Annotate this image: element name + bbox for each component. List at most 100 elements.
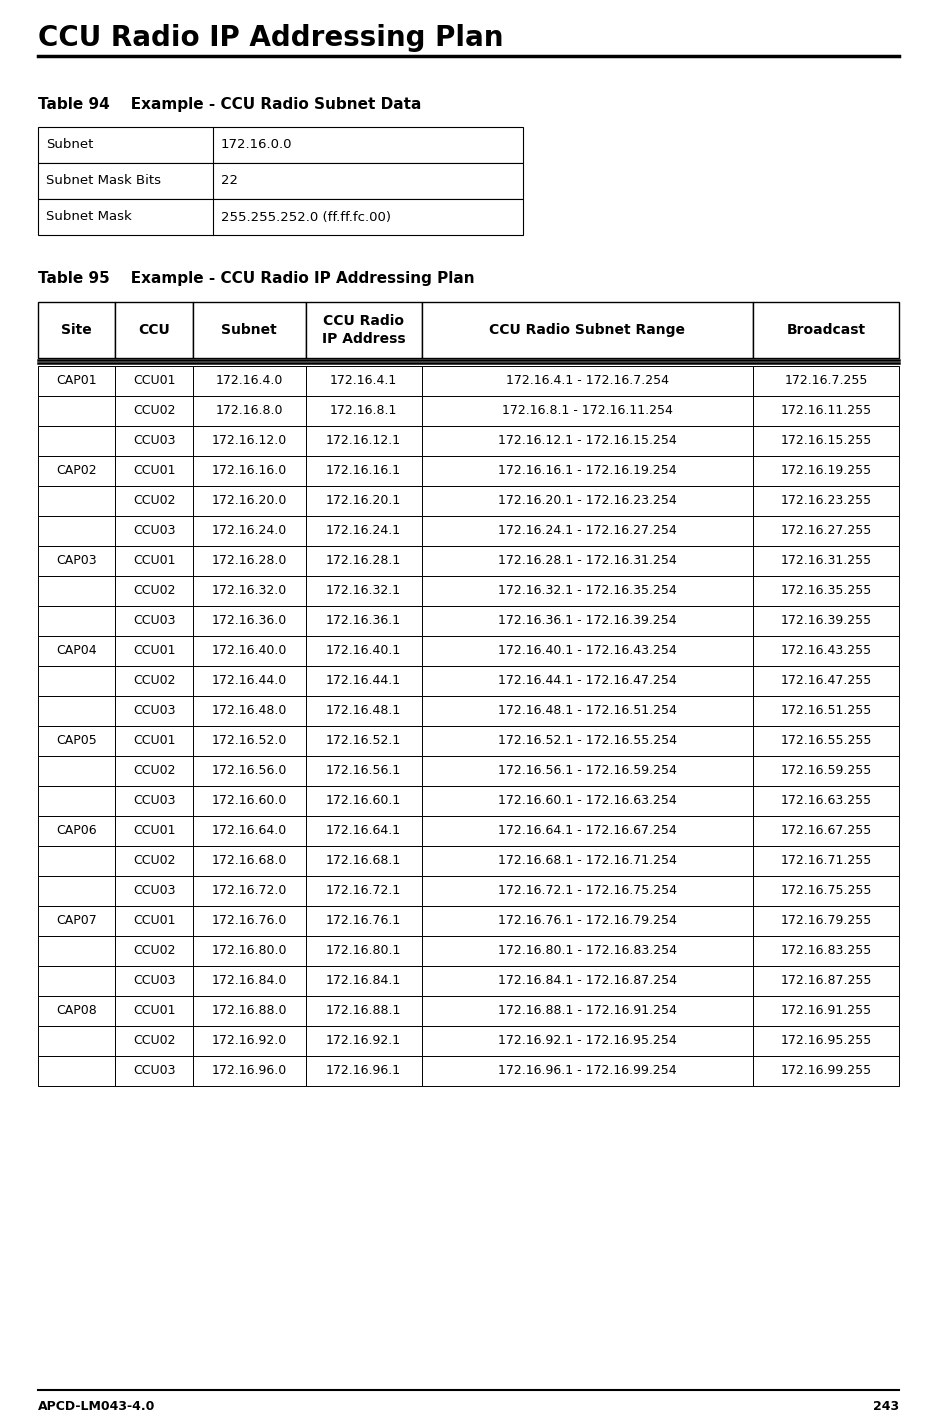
- Bar: [193, 606, 305, 636]
- Text: 172.16.64.1: 172.16.64.1: [326, 825, 401, 838]
- Text: IP Address: IP Address: [322, 332, 405, 346]
- Bar: [38, 426, 115, 456]
- Text: CAP06: CAP06: [56, 825, 97, 838]
- Text: Subnet: Subnet: [46, 139, 94, 152]
- Text: CCU01: CCU01: [133, 554, 175, 568]
- Text: CCU03: CCU03: [133, 795, 175, 808]
- Text: 172.16.92.0: 172.16.92.0: [212, 1035, 286, 1048]
- Text: 172.16.63.255: 172.16.63.255: [780, 795, 870, 808]
- Text: CCU01: CCU01: [133, 1004, 175, 1018]
- Bar: [305, 366, 421, 396]
- Text: 172.16.56.1: 172.16.56.1: [326, 764, 401, 778]
- Bar: [421, 426, 752, 456]
- Bar: [305, 1027, 421, 1056]
- Text: Table 94    Example - CCU Radio Subnet Data: Table 94 Example - CCU Radio Subnet Data: [38, 98, 421, 112]
- Bar: [38, 876, 115, 906]
- Bar: [421, 816, 752, 846]
- Bar: [421, 636, 752, 666]
- Text: 172.16.44.1 - 172.16.47.254: 172.16.44.1 - 172.16.47.254: [497, 674, 676, 687]
- Text: 172.16.36.0: 172.16.36.0: [212, 615, 286, 628]
- Text: CCU03: CCU03: [133, 885, 175, 897]
- Bar: [38, 816, 115, 846]
- Text: 172.16.35.255: 172.16.35.255: [780, 585, 870, 598]
- Text: 172.16.11.255: 172.16.11.255: [780, 405, 870, 417]
- Bar: [38, 606, 115, 636]
- Bar: [421, 876, 752, 906]
- Text: 172.16.32.0: 172.16.32.0: [212, 585, 286, 598]
- Bar: [38, 755, 115, 787]
- Text: 172.16.27.255: 172.16.27.255: [780, 524, 870, 538]
- Bar: [115, 787, 193, 816]
- Text: CAP07: CAP07: [56, 914, 97, 927]
- Text: 172.16.75.255: 172.16.75.255: [780, 885, 870, 897]
- Bar: [115, 816, 193, 846]
- Text: Broadcast: Broadcast: [785, 322, 865, 337]
- Bar: [305, 726, 421, 755]
- Text: 172.16.80.1: 172.16.80.1: [326, 944, 401, 957]
- Bar: [115, 666, 193, 696]
- Bar: [115, 366, 193, 396]
- Text: CCU03: CCU03: [133, 1065, 175, 1078]
- Text: 172.16.36.1: 172.16.36.1: [326, 615, 401, 628]
- Text: CAP01: CAP01: [56, 375, 97, 388]
- Text: 172.16.12.1 - 172.16.15.254: 172.16.12.1 - 172.16.15.254: [497, 435, 676, 447]
- Text: CCU Radio: CCU Radio: [323, 314, 403, 328]
- Bar: [421, 726, 752, 755]
- Text: Site: Site: [61, 322, 92, 337]
- Text: CCU01: CCU01: [133, 734, 175, 747]
- Bar: [421, 1056, 752, 1086]
- Text: 172.16.28.0: 172.16.28.0: [212, 554, 286, 568]
- Bar: [752, 577, 898, 606]
- Text: 172.16.56.1 - 172.16.59.254: 172.16.56.1 - 172.16.59.254: [497, 764, 676, 778]
- Text: 172.16.71.255: 172.16.71.255: [780, 855, 870, 868]
- Bar: [752, 726, 898, 755]
- Bar: [305, 816, 421, 846]
- Bar: [305, 936, 421, 966]
- Bar: [193, 936, 305, 966]
- Bar: [38, 966, 115, 995]
- Bar: [115, 846, 193, 876]
- Bar: [752, 302, 898, 358]
- Bar: [421, 936, 752, 966]
- Bar: [421, 787, 752, 816]
- Bar: [193, 787, 305, 816]
- Bar: [193, 696, 305, 726]
- Bar: [193, 816, 305, 846]
- Bar: [305, 876, 421, 906]
- Text: 172.16.88.1: 172.16.88.1: [326, 1004, 401, 1018]
- Text: 172.16.4.0: 172.16.4.0: [215, 375, 283, 388]
- Bar: [421, 456, 752, 486]
- Text: 172.16.48.1 - 172.16.51.254: 172.16.48.1 - 172.16.51.254: [497, 704, 676, 717]
- Text: 172.16.83.255: 172.16.83.255: [780, 944, 870, 957]
- Text: 172.16.0.0: 172.16.0.0: [221, 139, 292, 152]
- Bar: [752, 846, 898, 876]
- Text: 22: 22: [221, 175, 238, 187]
- Text: 172.16.60.0: 172.16.60.0: [212, 795, 286, 808]
- Bar: [305, 456, 421, 486]
- Bar: [421, 366, 752, 396]
- Bar: [752, 696, 898, 726]
- Text: 172.16.80.1 - 172.16.83.254: 172.16.80.1 - 172.16.83.254: [497, 944, 676, 957]
- Bar: [193, 1056, 305, 1086]
- Bar: [38, 456, 115, 486]
- Text: CCU: CCU: [139, 322, 169, 337]
- Bar: [193, 577, 305, 606]
- Text: 172.16.32.1: 172.16.32.1: [326, 585, 401, 598]
- Bar: [115, 547, 193, 577]
- Bar: [752, 426, 898, 456]
- Text: 172.16.44.0: 172.16.44.0: [212, 674, 286, 687]
- Bar: [193, 515, 305, 547]
- Text: 172.16.24.1: 172.16.24.1: [326, 524, 401, 538]
- Text: 172.16.68.0: 172.16.68.0: [212, 855, 286, 868]
- Bar: [421, 1027, 752, 1056]
- Text: 172.16.7.255: 172.16.7.255: [783, 375, 867, 388]
- Text: 172.16.32.1 - 172.16.35.254: 172.16.32.1 - 172.16.35.254: [497, 585, 676, 598]
- Bar: [752, 966, 898, 995]
- Text: 172.16.96.0: 172.16.96.0: [212, 1065, 286, 1078]
- Text: CCU02: CCU02: [133, 405, 175, 417]
- Text: 172.16.60.1: 172.16.60.1: [326, 795, 401, 808]
- Text: 172.16.16.1 - 172.16.19.254: 172.16.16.1 - 172.16.19.254: [497, 464, 676, 477]
- Bar: [193, 755, 305, 787]
- Bar: [38, 995, 115, 1027]
- Text: 172.16.76.0: 172.16.76.0: [212, 914, 286, 927]
